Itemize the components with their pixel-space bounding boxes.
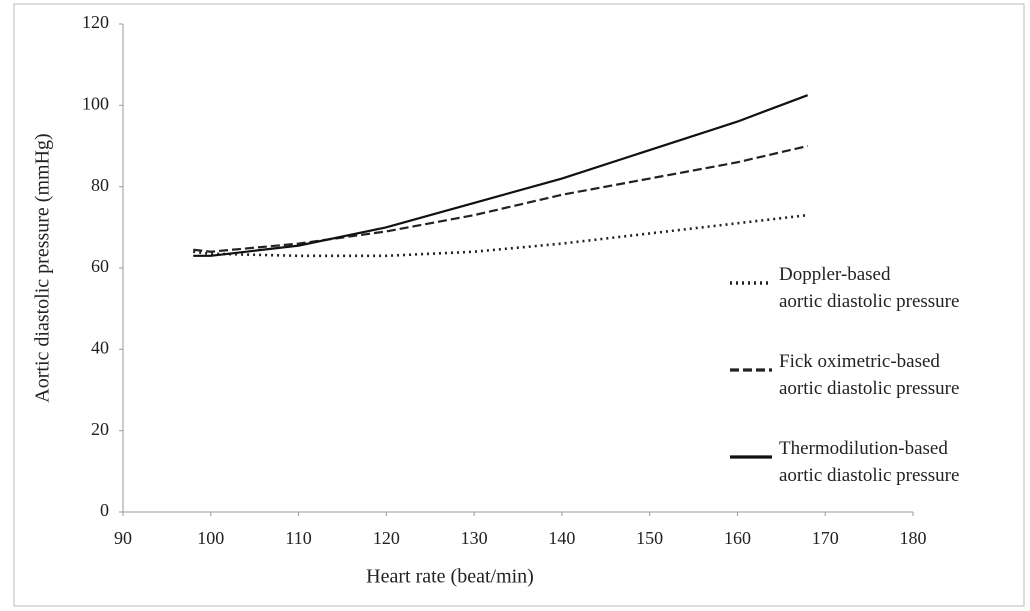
legend-label: Fick oximetric-based aortic diastolic pr… [779,351,960,399]
y-axis-label: Aortic diastolic pressure (mmHg) [32,133,54,402]
y-tick-label: 120 [82,12,109,32]
y-tick-label: 100 [82,93,109,113]
x-axis-label: Heart rate (beat/min) [366,566,534,588]
x-tick-label: 170 [812,528,839,548]
x-tick-label: 120 [373,528,400,548]
x-tick-label: 100 [197,528,224,548]
x-tick-label: 140 [548,528,575,548]
legend-label: Doppler-based aortic diastolic pressure [779,264,960,312]
x-tick-label: 150 [636,528,663,548]
line-series [193,144,808,253]
x-tick-label: 110 [285,528,311,548]
x-tick-label: 90 [114,528,132,548]
line-series [193,94,809,257]
x-tick-label: 130 [461,528,488,548]
x-tick-label: 160 [724,528,751,548]
y-tick-label: 80 [91,175,109,195]
chart-border [13,3,1025,607]
line-series [193,213,808,258]
legend-label: Thermodilution-based aortic diastolic pr… [779,438,960,486]
x-tick-label: 180 [900,528,927,548]
y-tick-label: 20 [91,419,109,439]
y-tick-label: 0 [100,500,109,520]
y-tick-label: 40 [91,337,109,357]
y-tick-label: 60 [91,256,109,276]
